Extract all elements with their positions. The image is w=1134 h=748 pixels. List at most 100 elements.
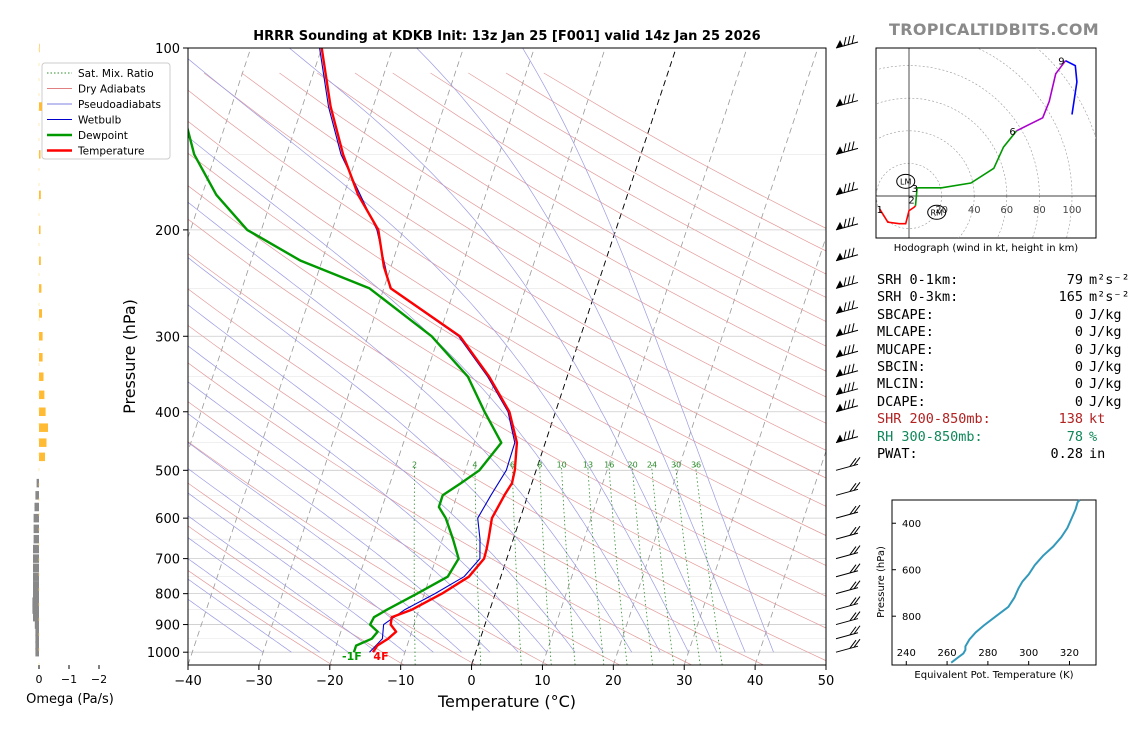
wind-barb-feather	[849, 639, 857, 649]
wind-barb-feather	[849, 597, 857, 606]
hodograph-height-label: 2	[908, 195, 914, 206]
wind-barb-feather	[853, 580, 861, 589]
omega-bar	[35, 641, 39, 650]
omega-bar	[33, 554, 39, 563]
y-tick-label: 100	[155, 42, 180, 57]
dry-adiabat-line	[188, 253, 826, 629]
wind-barb-feather	[847, 35, 851, 46]
omega-bar	[33, 612, 39, 622]
isotherm-line	[0, 48, 38, 665]
moist-adiabat-line	[188, 58, 689, 653]
y-axis-label: Pressure (hPa)	[120, 299, 139, 414]
dry-adiabat-line	[354, 72, 826, 347]
hodograph-ring-label: 20	[935, 205, 948, 216]
moist-adiabat-line	[188, 381, 519, 653]
dry-adiabat-line	[188, 288, 826, 662]
wind-barb	[835, 41, 859, 49]
omega-bar	[39, 407, 46, 417]
mixing-ratio-label: 30	[671, 460, 681, 469]
omega-bar	[39, 309, 42, 318]
x-tick-label: 30	[676, 674, 693, 689]
wind-barb	[835, 223, 859, 231]
wind-barb-feather	[847, 276, 851, 286]
mixing-ratio-label: 4	[472, 460, 477, 469]
skewt-frame	[187, 47, 827, 666]
isotherm-line	[188, 48, 323, 453]
theta-e-line	[950, 499, 1081, 664]
dry-adiabat-line	[279, 72, 826, 398]
wind-barb-feather	[847, 94, 851, 104]
stat-value: 0	[1074, 376, 1083, 393]
moist-adiabat-line	[188, 413, 491, 653]
stat-unit: kt	[1089, 411, 1106, 428]
hodograph-height-label: 6	[1009, 127, 1015, 138]
dry-adiabat-line	[188, 89, 826, 479]
wind-barb-flag	[836, 368, 843, 377]
dry-adiabat-line	[241, 72, 826, 424]
wind-barb-flag	[836, 328, 843, 337]
wind-barb-feather	[847, 364, 851, 374]
wind-barb-flag	[836, 305, 843, 314]
wind-barb-flag	[836, 98, 843, 107]
y-tick-label: 200	[155, 224, 180, 239]
wind-barb-feather	[847, 345, 851, 355]
moist-adiabat-line	[188, 468, 434, 653]
isotherm-line	[683, 236, 826, 665]
wind-barb-flag	[836, 146, 843, 155]
wind-barb-feather	[853, 625, 861, 635]
wind-barb-feather	[851, 323, 855, 333]
omega-bar	[32, 605, 39, 614]
x-tick-label: 40	[747, 674, 764, 689]
legend-label: Dry Adiabats	[78, 84, 146, 96]
omega-bar	[39, 102, 42, 111]
wind-barb-feather	[849, 483, 857, 492]
stat-label: MUCAPE:	[877, 341, 934, 358]
isotherm-line	[329, 48, 535, 665]
x-tick-label: 10	[534, 674, 551, 689]
stat-row: SHR 200-850mb: 138 kt	[877, 411, 1130, 428]
wind-barb-feather	[853, 638, 861, 648]
hodograph-ring-label: 60	[1000, 205, 1013, 216]
x-tick-label: 20	[605, 674, 622, 689]
theta-e-x-label: Equivalent Pot. Temperature (K)	[914, 670, 1073, 681]
stats-panel: SRH 0-1km: 79 m²s⁻² SRH 0-3km: 165 m²s⁻² SBCAP…	[877, 272, 1130, 463]
mixing-ratio-line	[587, 464, 605, 665]
moist-adiabat-line	[416, 48, 746, 653]
hodograph-caption: Hodograph (wind in kt, height in km)	[894, 243, 1079, 254]
hodograph-ring-label: 40	[968, 205, 981, 216]
stat-row: SBCIN: 0 J/kg	[877, 359, 1130, 376]
omega-bar	[35, 647, 39, 657]
wind-barb-feather	[843, 143, 847, 153]
wind-barb-feather	[843, 249, 847, 259]
legend-label: Sat. Mix. Ratio	[78, 68, 154, 80]
omega-x-tick-label: −1	[61, 673, 77, 686]
mixing-ratio-line	[675, 464, 701, 665]
wind-barb-feather	[853, 563, 861, 573]
wind-barb-feather	[843, 346, 847, 356]
wind-barb	[835, 532, 859, 540]
stat-value: 0	[1074, 359, 1083, 376]
wind-barb	[835, 370, 859, 378]
hodograph-frame	[875, 47, 1097, 239]
wetbulb-line	[319, 48, 516, 653]
stat-label: PWAT:	[877, 446, 918, 463]
omega-bar	[33, 534, 39, 544]
wind-barb-feather	[847, 301, 851, 311]
skewt-plot-area	[0, 48, 826, 665]
wind-barb-feather	[843, 36, 847, 47]
mixing-ratio-label: 13	[583, 460, 593, 469]
wind-barb-feather	[843, 365, 847, 375]
moist-adiabat-line	[188, 515, 377, 653]
omega-bar	[36, 478, 39, 488]
omega-bar	[35, 491, 39, 500]
stat-value: 78	[1066, 428, 1083, 445]
omega-bar	[34, 620, 39, 629]
omega-bar	[33, 563, 39, 573]
omega-bar	[39, 372, 44, 381]
wind-barb	[835, 645, 859, 653]
wind-barb	[835, 570, 859, 578]
omega-bar	[39, 150, 41, 159]
legend-box	[41, 62, 171, 160]
hodograph-trace	[879, 205, 917, 225]
